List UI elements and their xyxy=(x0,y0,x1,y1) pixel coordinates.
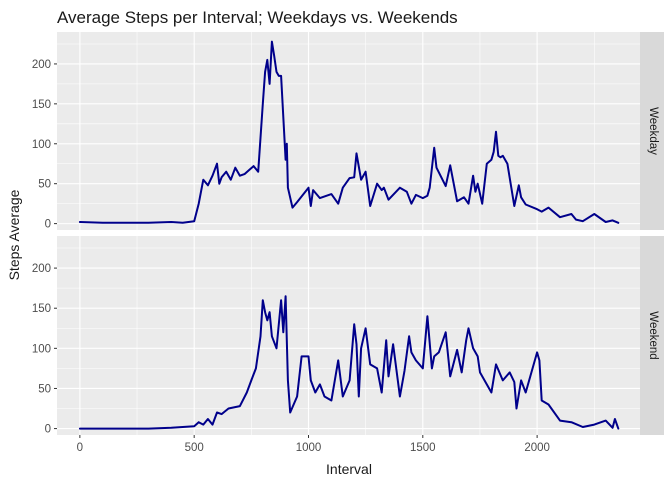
y-tick-label: 100 xyxy=(32,139,51,151)
y-tick-label: 50 xyxy=(38,383,51,395)
panel-background xyxy=(57,32,640,230)
series-line-weekend xyxy=(78,295,620,430)
facet-strip-label: Weekend xyxy=(647,311,659,359)
chart-title: Average Steps per Interval; Weekdays vs.… xyxy=(57,8,458,27)
facet-panel-weekday: 0 50 100 150 200 Weekday xyxy=(32,32,664,231)
x-axis: 0 500 1000 1500 2000 xyxy=(77,435,550,454)
y-axis-title: Steps Average xyxy=(6,189,22,280)
x-tick-label: 1000 xyxy=(296,442,322,454)
y-tick-label: 200 xyxy=(32,59,51,71)
y-tick-label: 100 xyxy=(32,343,51,355)
facet-strip xyxy=(640,236,664,435)
x-tick-label: 500 xyxy=(185,442,204,454)
x-tick-label: 0 xyxy=(77,442,83,454)
y-tick-label: 150 xyxy=(32,99,51,111)
y-tick-label: 200 xyxy=(32,263,51,275)
x-axis-title: Interval xyxy=(326,461,372,477)
x-tick-label: 2000 xyxy=(524,442,550,454)
y-tick-label: 50 xyxy=(38,179,51,191)
y-tick-label: 0 xyxy=(45,219,51,231)
facet-panel-weekend: 0 50 100 150 200 Weekend xyxy=(32,236,664,436)
y-tick-label: 150 xyxy=(32,303,51,315)
y-tick-label: 0 xyxy=(45,424,51,436)
facet-panels: 0 50 100 150 200 Weekday 0 50 100 150 200 Weekend 0 5… xyxy=(32,32,664,454)
series-line-weekday xyxy=(78,40,620,224)
x-tick-label: 1500 xyxy=(410,442,436,454)
facet-strip xyxy=(640,32,664,230)
panel-background xyxy=(57,236,640,435)
facet-strip-label: Weekday xyxy=(647,107,659,155)
